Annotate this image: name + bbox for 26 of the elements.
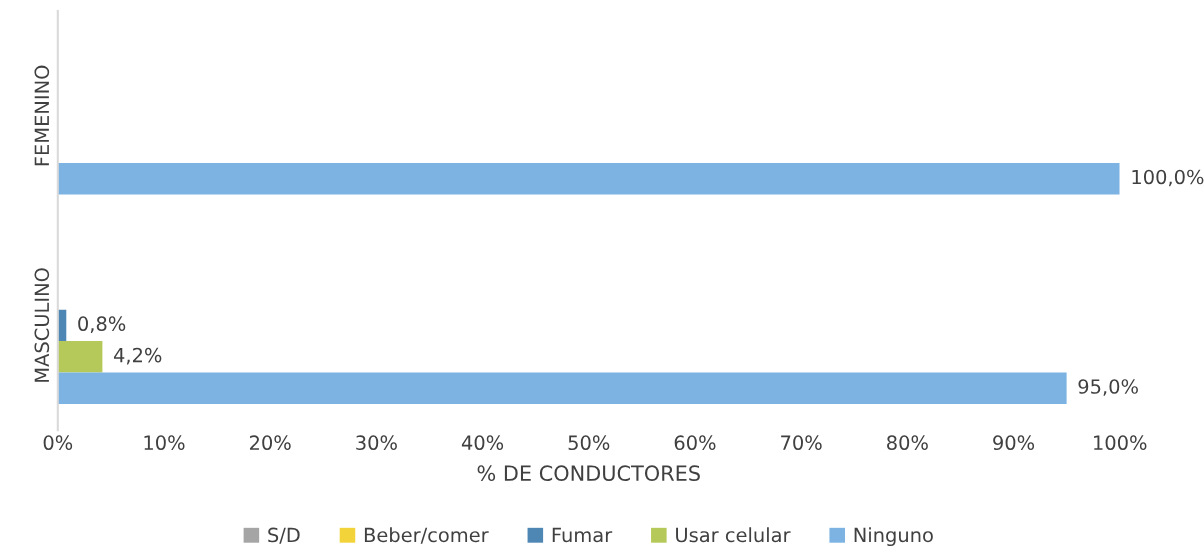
legend-label: S/D xyxy=(268,527,300,544)
x-tick-label: 20% xyxy=(249,435,291,451)
x-tick-label: 70% xyxy=(781,435,822,451)
legend-label: Fumar xyxy=(552,527,613,543)
x-tick-label: 0% xyxy=(43,435,73,451)
x-tick-label: 90% xyxy=(993,435,1035,451)
bar xyxy=(57,341,103,373)
x-axis-title: % DE CONDUCTORES xyxy=(477,465,700,482)
x-tick-label: 30% xyxy=(356,435,397,451)
data-label: 100,0% xyxy=(1132,169,1204,187)
x-tick-label: 60% xyxy=(674,435,716,451)
bar xyxy=(57,372,1067,404)
legend-label: Ninguno xyxy=(854,527,933,547)
x-tick-label: 50% xyxy=(568,435,610,451)
x-tick-label: 40% xyxy=(461,435,504,451)
x-tick-label: 100% xyxy=(1094,435,1147,451)
data-label: 4,2% xyxy=(113,347,162,365)
x-tick-label: 10% xyxy=(144,435,185,451)
bar xyxy=(57,163,1120,195)
y-tick-label: FEMENINO xyxy=(34,65,50,166)
legend-label: Beber/comer xyxy=(364,527,489,544)
data-label: 95,0% xyxy=(1078,379,1138,396)
data-label: 0,8% xyxy=(78,316,126,333)
legend-label: Usar celular xyxy=(676,527,791,543)
y-tick-label: MASCULINO xyxy=(34,268,50,382)
x-tick-label: 80% xyxy=(887,435,928,451)
